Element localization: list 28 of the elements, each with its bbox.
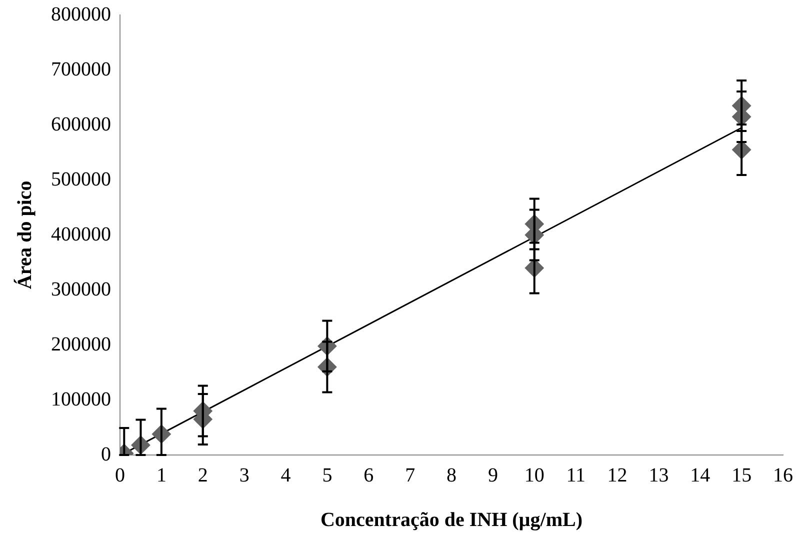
x-tick-label: 8: [446, 464, 456, 486]
y-tick-label: 100000: [51, 388, 111, 410]
y-tick-label: 400000: [51, 223, 111, 246]
x-tick-label: 6: [364, 464, 374, 486]
y-tick-label: 700000: [51, 58, 111, 80]
x-tick-label: 5: [322, 464, 332, 486]
y-tick-label: 800000: [51, 3, 111, 26]
x-tick-label: 11: [566, 464, 586, 486]
x-tick-label: 10: [524, 464, 544, 486]
x-tick-label: 15: [732, 464, 752, 486]
x-tick-label: 0: [115, 464, 125, 486]
x-tick-label: 2: [198, 464, 208, 486]
y-tick-label: 200000: [51, 333, 111, 356]
y-tick-label: 0: [101, 443, 111, 466]
x-tick-label: 7: [405, 464, 416, 486]
y-tick-label: 500000: [51, 168, 111, 190]
x-tick-label: 12: [607, 464, 628, 486]
x-tick-label: 3: [239, 464, 250, 486]
x-tick-label: 16: [773, 464, 793, 486]
x-tick-label: 1: [156, 464, 166, 486]
y-tick-label: 300000: [51, 278, 111, 300]
x-tick-label: 9: [488, 464, 498, 486]
y-tick-label: 600000: [51, 113, 111, 136]
x-tick-label: 13: [648, 464, 669, 486]
x-axis-title: Concentração de INH (µg/mL): [320, 509, 583, 532]
x-tick-label: 4: [280, 464, 291, 486]
x-tick-label: 14: [690, 464, 710, 486]
y-axis-title: Área do pico: [13, 180, 36, 290]
